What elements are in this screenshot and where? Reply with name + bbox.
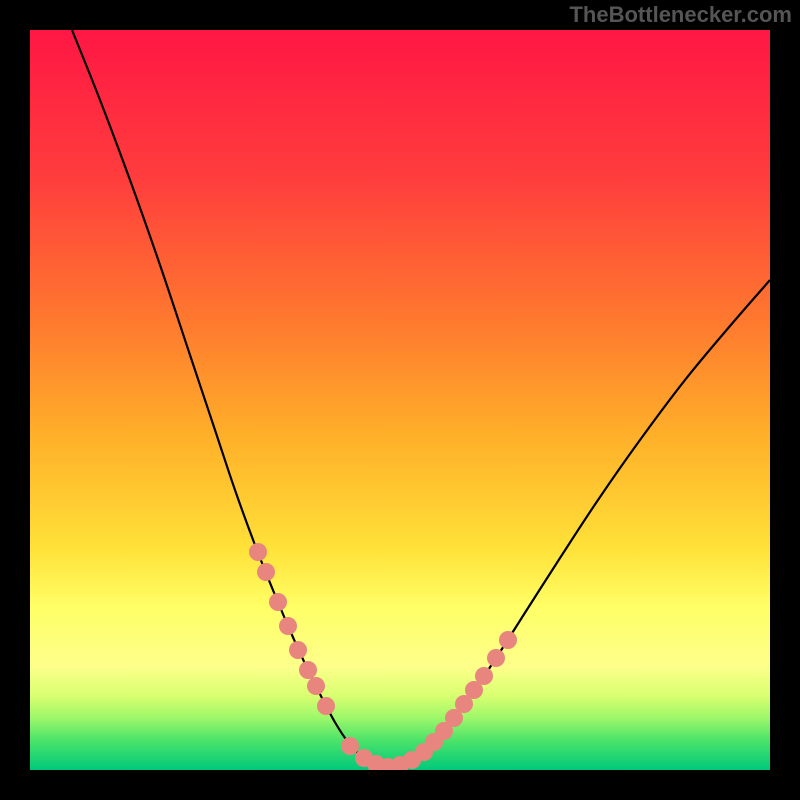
plot-area <box>30 30 770 770</box>
data-point <box>499 631 517 649</box>
plot-svg <box>30 30 770 770</box>
data-point <box>317 697 335 715</box>
watermark: TheBottlenecker.com <box>569 2 792 28</box>
data-point <box>269 593 287 611</box>
data-point <box>341 737 359 755</box>
data-point <box>299 661 317 679</box>
data-point <box>487 649 505 667</box>
data-point <box>257 563 275 581</box>
data-point <box>249 543 267 561</box>
data-point <box>475 667 493 685</box>
chart-container: TheBottlenecker.com <box>0 0 800 800</box>
data-point <box>289 641 307 659</box>
data-point <box>279 617 297 635</box>
data-point <box>307 677 325 695</box>
gradient-background <box>30 30 770 770</box>
